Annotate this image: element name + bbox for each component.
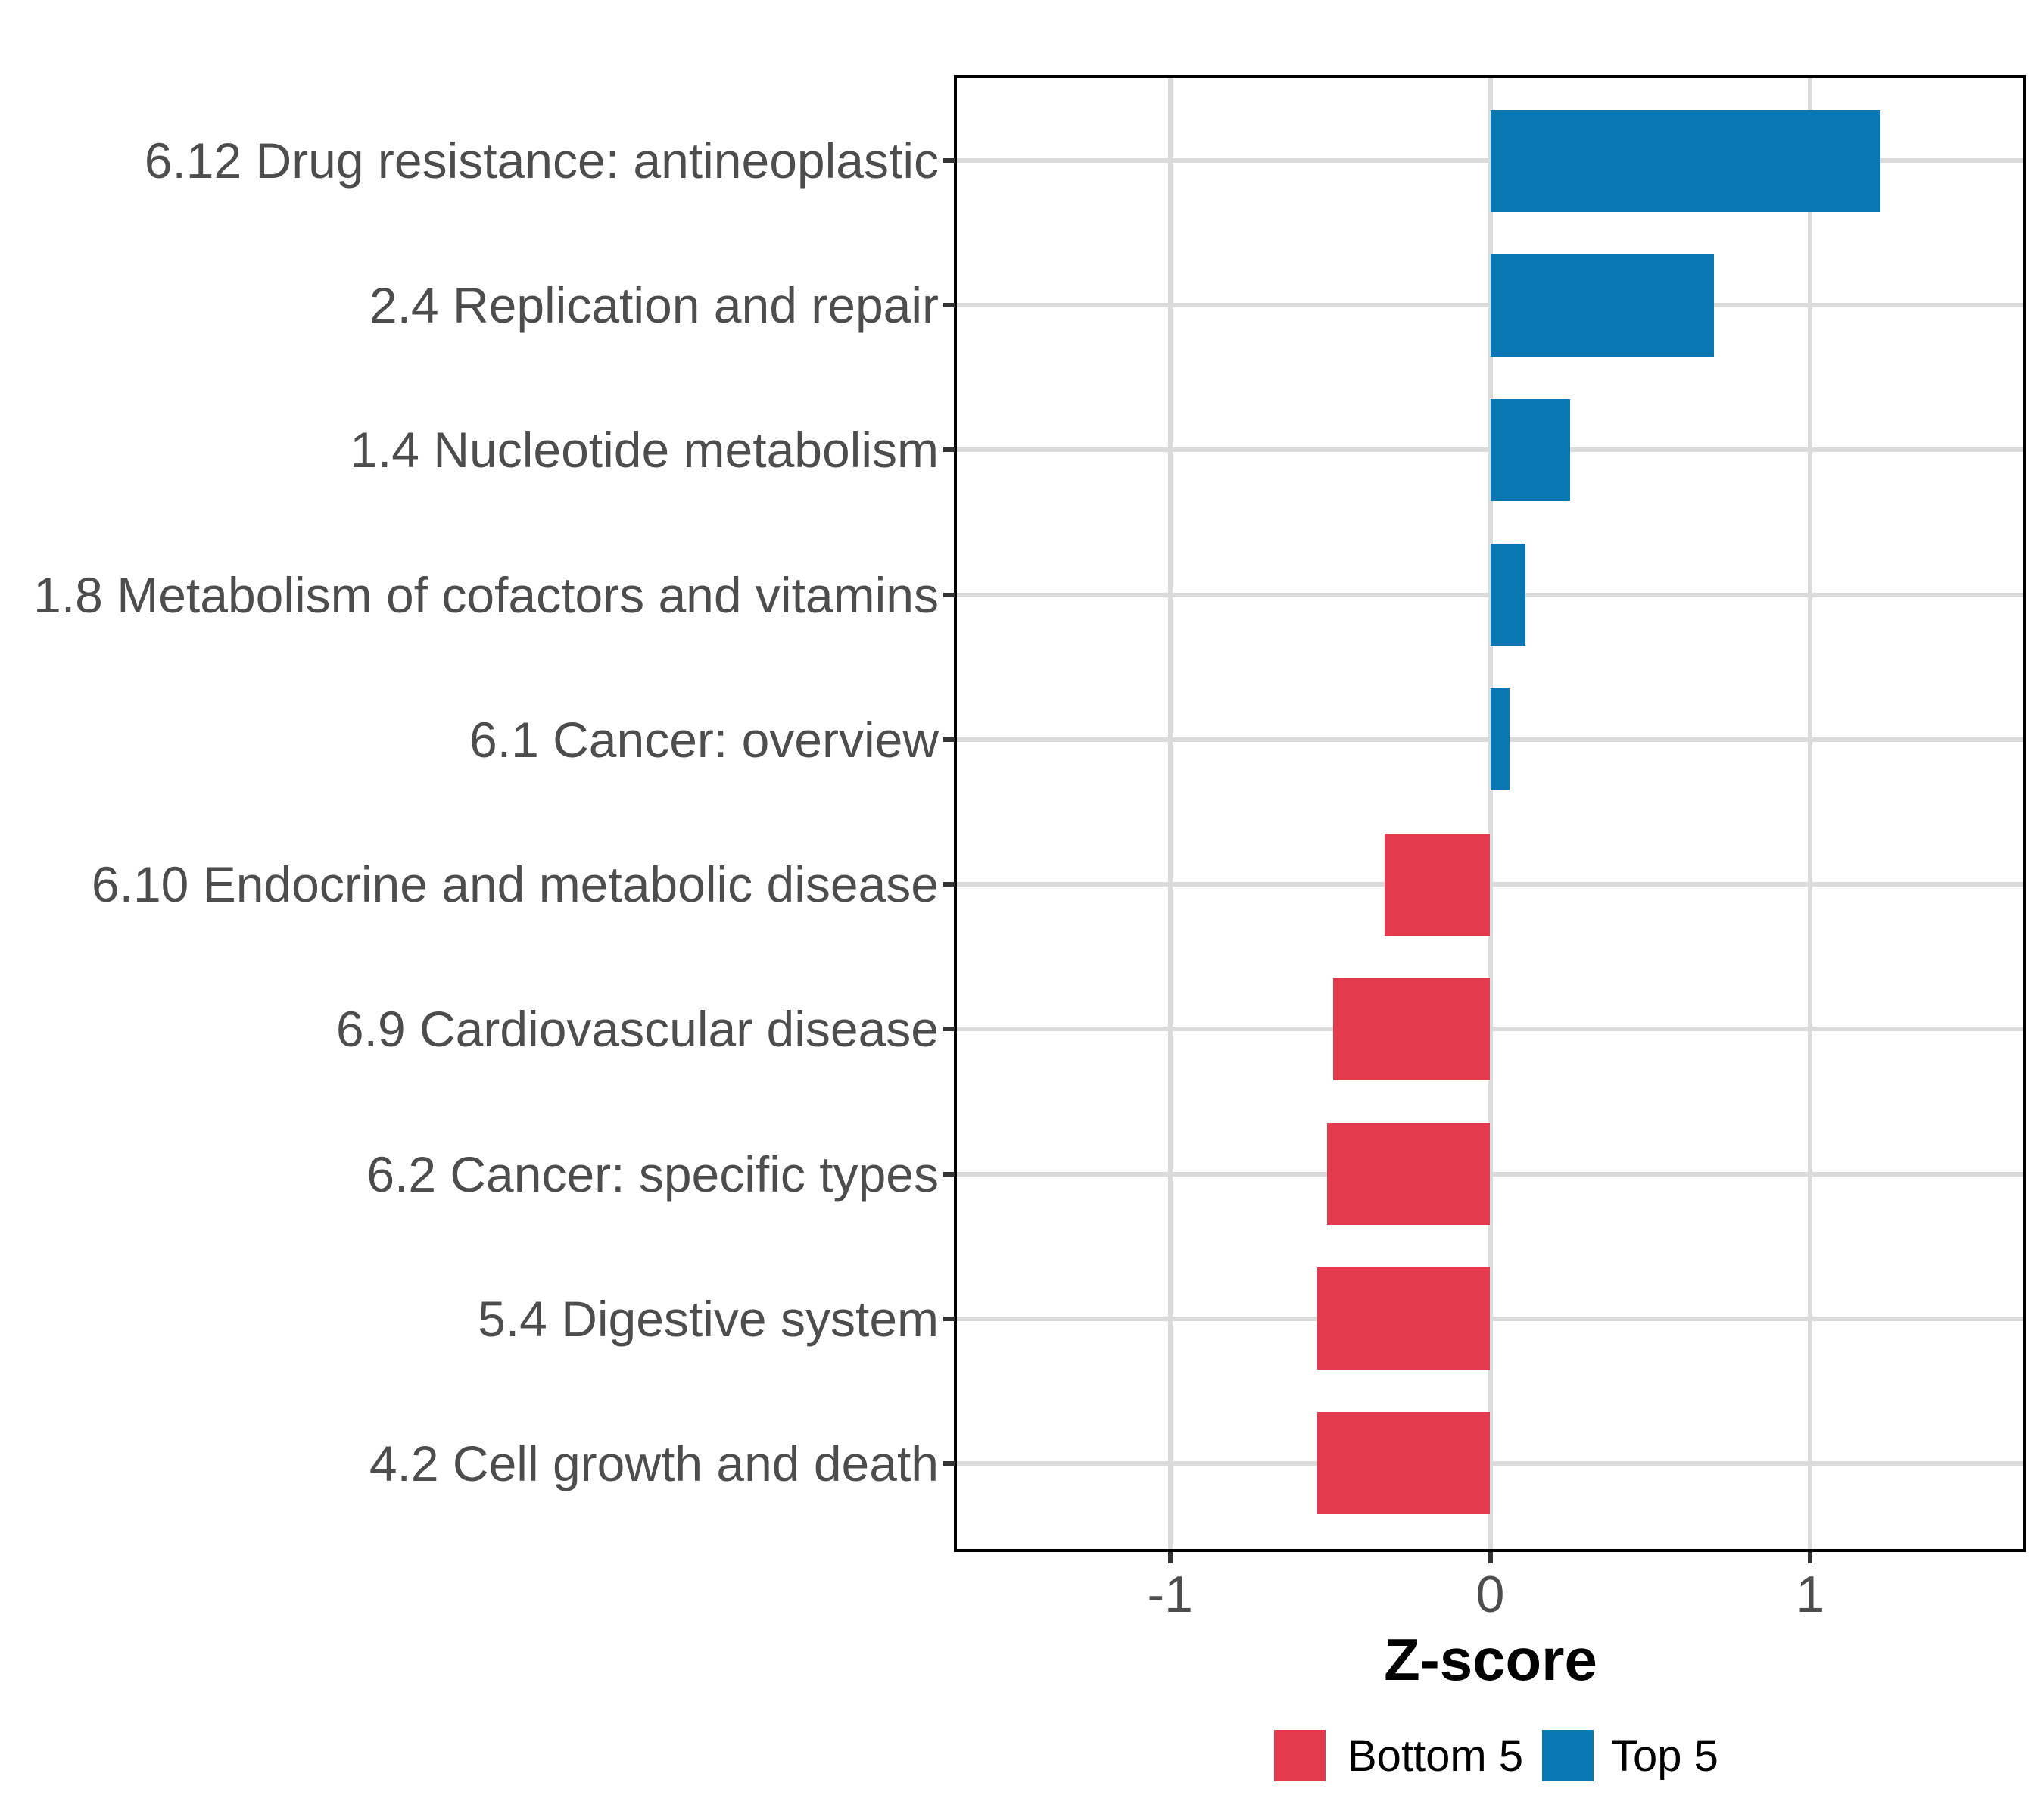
y-gridline: [955, 1171, 2026, 1177]
y-tick-mark: [943, 737, 955, 742]
legend-label-top5: Top 5: [1611, 1731, 1718, 1781]
x-axis-tick-label: 1: [1796, 1566, 1825, 1623]
bar-top5: [1490, 688, 1510, 791]
y-axis-label: 6.10 Endocrine and metabolic disease: [91, 856, 939, 913]
bar-top5: [1490, 544, 1525, 647]
y-axis-label: 4.2 Cell growth and death: [369, 1435, 939, 1491]
bar-top5: [1490, 254, 1715, 357]
x-gridline: [1488, 76, 1493, 1552]
y-gridline: [955, 1316, 2026, 1321]
legend-label-bottom5: Bottom 5: [1348, 1731, 1524, 1781]
y-tick-mark: [943, 1316, 955, 1321]
x-tick-mark: [1488, 1552, 1493, 1563]
plot-panel: [955, 76, 2026, 1552]
legend-swatch-top5: [1542, 1730, 1594, 1781]
y-tick-mark: [943, 1171, 955, 1177]
x-axis-tick-label: 0: [1475, 1566, 1505, 1623]
y-gridline: [955, 882, 2026, 887]
y-tick-mark: [943, 158, 955, 163]
y-axis-label: 6.12 Drug resistance: antineoplastic: [144, 132, 939, 189]
bar-top5: [1490, 398, 1571, 501]
x-axis-tick-label: -1: [1147, 1566, 1193, 1623]
x-axis-title: Z-score: [1384, 1626, 1597, 1693]
y-gridline: [955, 1027, 2026, 1032]
y-gridline: [955, 1460, 2026, 1466]
y-axis-label: 6.2 Cancer: specific types: [366, 1145, 939, 1202]
y-tick-mark: [943, 303, 955, 308]
y-tick-mark: [943, 1460, 955, 1466]
x-gridline: [1808, 76, 1813, 1552]
y-axis-label: 1.8 Metabolism of cofactors and vitamins: [33, 566, 939, 623]
y-tick-mark: [943, 1027, 955, 1032]
bar-bottom5: [1317, 1412, 1491, 1515]
y-axis-label: 1.4 Nucleotide metabolism: [350, 422, 939, 478]
y-tick-mark: [943, 882, 955, 887]
y-axis-label: 2.4 Replication and repair: [369, 277, 939, 334]
legend-swatch-bottom5: [1274, 1730, 1326, 1781]
x-tick-mark: [1808, 1552, 1813, 1563]
y-tick-mark: [943, 592, 955, 597]
y-axis-label: 6.9 Cardiovascular disease: [335, 1001, 939, 1058]
bar-bottom5: [1326, 1123, 1491, 1226]
y-axis-label: 6.1 Cancer: overview: [469, 711, 939, 768]
bar-bottom5: [1384, 833, 1491, 936]
bar-bottom5: [1317, 1267, 1491, 1370]
y-tick-mark: [943, 447, 955, 453]
y-axis-label: 5.4 Digestive system: [478, 1290, 939, 1347]
x-gridline: [1167, 76, 1173, 1552]
x-tick-mark: [1167, 1552, 1173, 1563]
bar-top5: [1490, 109, 1881, 212]
bar-bottom5: [1333, 977, 1491, 1080]
